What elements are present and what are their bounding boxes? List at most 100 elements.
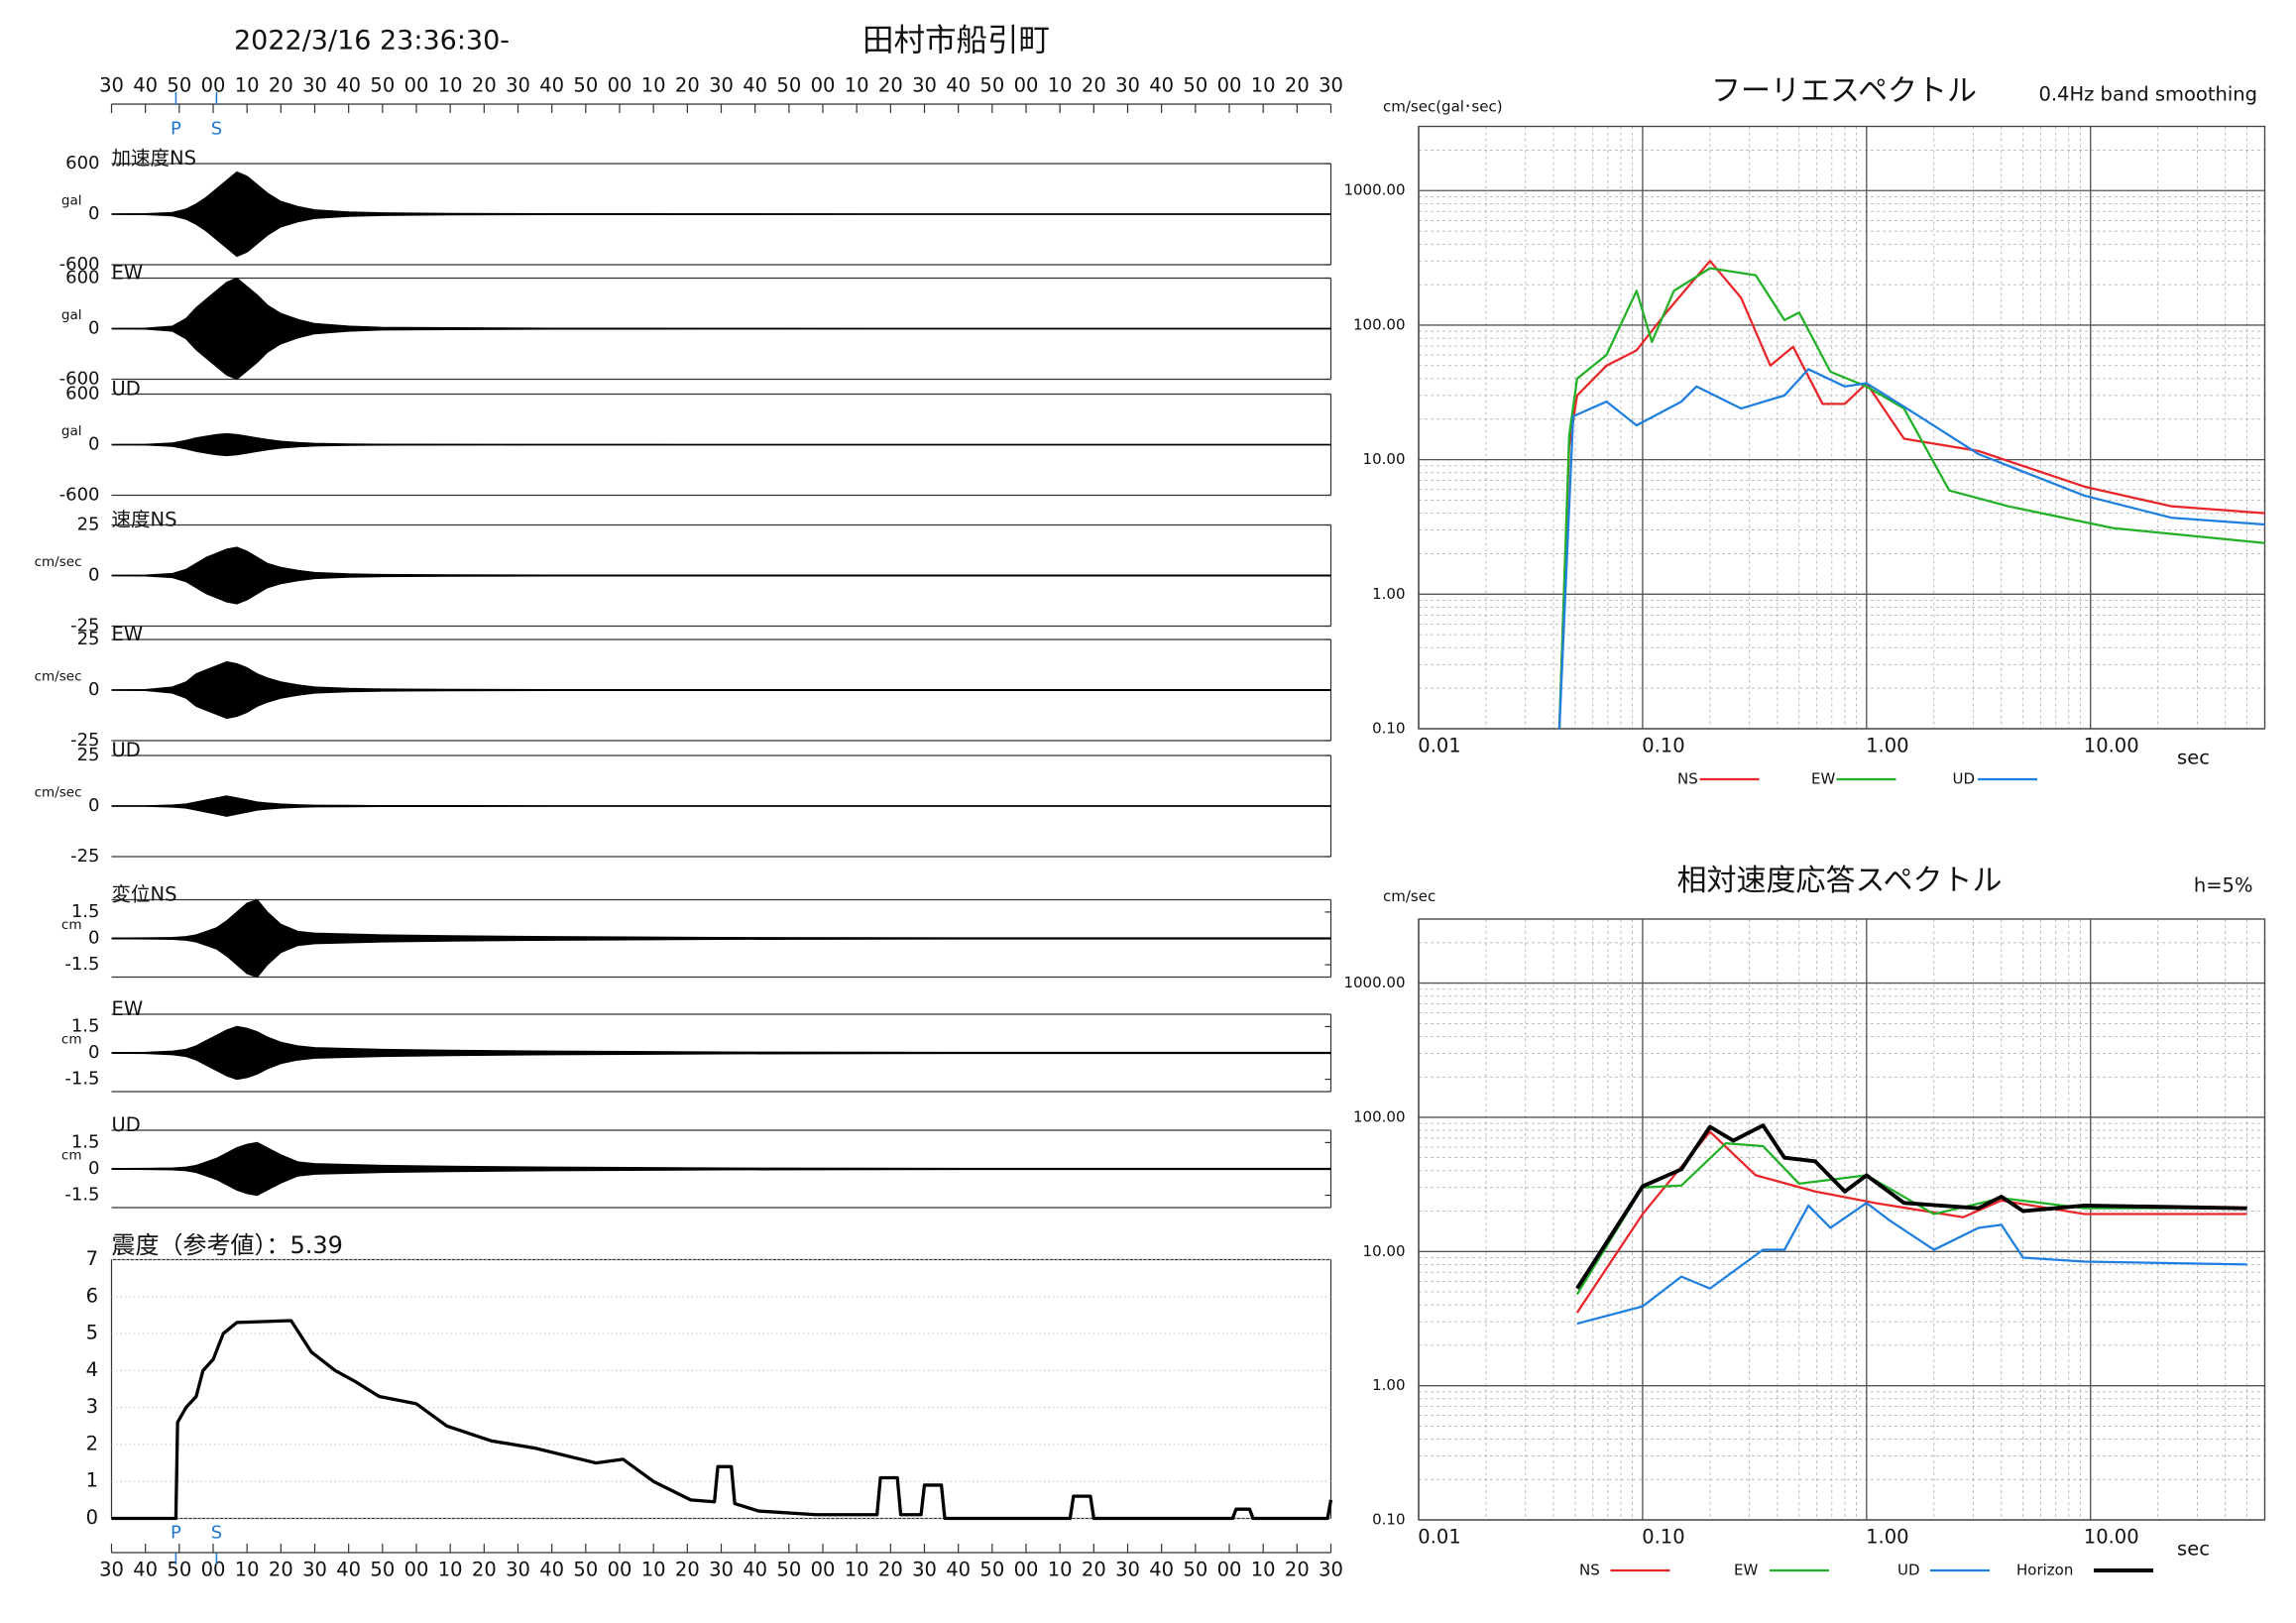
x-tick-label: 0.01 <box>1418 1526 1460 1549</box>
trace-unit: gal <box>61 193 82 209</box>
time-tick-label: 20 <box>1285 1559 1310 1581</box>
trace-unit: cm/sec <box>35 554 82 570</box>
time-tick-label: 10 <box>235 74 260 97</box>
time-tick-label: 30 <box>302 74 327 97</box>
time-tick-label: 00 <box>1014 74 1039 97</box>
time-tick-label: 50 <box>1183 1559 1207 1581</box>
time-tick-label: 10 <box>438 1559 463 1581</box>
waveform-lower <box>111 805 1331 817</box>
spectrum-line <box>1575 1130 2247 1314</box>
trace-label: 変位NS <box>112 883 177 906</box>
time-tick-label: 00 <box>608 1559 632 1581</box>
x-tick-label: 0.01 <box>1418 735 1460 757</box>
trace-label: EW <box>112 997 144 1020</box>
y-tick-label: 0 <box>88 203 99 224</box>
time-tick-label: 00 <box>1217 74 1242 97</box>
time-tick-label: 10 <box>1048 74 1073 97</box>
fourier-y-unit: cm/sec(gal･sec) <box>1383 98 1503 116</box>
y-tick-label: 25 <box>77 515 100 535</box>
phase-label: S <box>211 119 222 140</box>
time-tick-label: 00 <box>608 74 632 97</box>
y-tick-label: 1.5 <box>71 1015 100 1036</box>
waveform-lower <box>111 689 1331 720</box>
y-tick-label: 0 <box>88 1158 99 1179</box>
time-tick-label: 20 <box>472 74 497 97</box>
response-title: 相対速度応答スペクトル <box>1677 864 2003 898</box>
time-tick-label: 30 <box>912 74 937 97</box>
waveform-lower <box>111 1168 1331 1197</box>
trace-unit: gal <box>61 307 82 323</box>
time-tick-label: 10 <box>845 74 869 97</box>
time-tick-label: 50 <box>573 1559 598 1581</box>
trace-unit: cm <box>61 1148 82 1164</box>
time-tick-label: 50 <box>979 74 1004 97</box>
time-tick-label: 50 <box>167 74 191 97</box>
waveform-upper <box>111 1025 1331 1054</box>
y-tick-label: 600 <box>65 268 99 289</box>
y-tick-label: 0 <box>88 679 99 700</box>
intensity-line <box>111 1319 1333 1521</box>
y-tick-label: 10.00 <box>1363 1242 1406 1260</box>
time-tick-label: 20 <box>878 74 903 97</box>
x-tick-label: 10.00 <box>2084 735 2139 757</box>
time-tick-label: 50 <box>573 74 598 97</box>
y-tick-label: 100.00 <box>1353 315 1406 333</box>
y-tick-label: 1000.00 <box>1343 181 1405 199</box>
time-tick-label: 30 <box>1319 74 1343 97</box>
trace-label: 加速度NS <box>112 147 196 170</box>
time-tick-label: 00 <box>811 74 836 97</box>
time-tick-label: 10 <box>641 74 666 97</box>
time-tick-label: 40 <box>743 74 767 97</box>
time-tick-label: 50 <box>979 1559 1004 1581</box>
legend-label: NS <box>1677 770 1698 788</box>
time-tick-label: 10 <box>641 1559 666 1581</box>
time-tick-label: 30 <box>506 1559 530 1581</box>
spectrum-line <box>1576 1202 2247 1326</box>
time-tick-label: 30 <box>506 74 530 97</box>
time-tick-label: 50 <box>370 74 395 97</box>
x-tick-label: 10.00 <box>2084 1526 2139 1549</box>
trace-label: UD <box>112 1113 141 1136</box>
trace-unit: gal <box>61 423 82 439</box>
y-tick-label: -1.5 <box>64 1069 99 1090</box>
phase-label: S <box>211 1523 222 1544</box>
trace-unit: cm/sec <box>35 785 82 801</box>
y-tick-label: 0 <box>88 434 99 455</box>
trace-label: 速度NS <box>112 509 177 531</box>
time-tick-label: 00 <box>404 1559 429 1581</box>
phase-label: P <box>171 119 181 140</box>
y-tick-label: 0 <box>86 1506 98 1529</box>
y-tick-label: 1.5 <box>71 901 100 922</box>
fourier-note: 0.4Hz band smoothing <box>2038 83 2257 106</box>
legend-label: UD <box>1953 770 1976 788</box>
time-tick-label: 40 <box>539 1559 564 1581</box>
time-tick-label: 30 <box>709 74 734 97</box>
legend-label: Horizon <box>2016 1562 2073 1579</box>
y-tick-label: 600 <box>65 153 99 174</box>
waveform-upper <box>111 277 1331 329</box>
time-tick-label: 10 <box>1251 74 1276 97</box>
y-tick-label: -600 <box>59 254 100 275</box>
response-note: h=5% <box>2194 874 2253 897</box>
x-tick-label: 0.10 <box>1642 735 1684 757</box>
y-tick-label: 2 <box>86 1432 98 1454</box>
y-tick-label: 7 <box>86 1247 98 1270</box>
y-tick-label: 4 <box>86 1358 98 1381</box>
x-axis-label: sec <box>2177 747 2210 769</box>
time-tick-label: 20 <box>1285 74 1310 97</box>
time-tick-label: 10 <box>438 74 463 97</box>
trace-label: EW <box>112 262 144 285</box>
time-tick-label: 20 <box>1082 1559 1106 1581</box>
waveform-lower <box>111 443 1331 457</box>
y-tick-label: 10.00 <box>1363 450 1406 468</box>
intensity-title: 震度（参考値）：5.39 <box>112 1231 343 1259</box>
response-y-unit: cm/sec <box>1383 887 1435 905</box>
time-tick-label: 50 <box>167 1559 191 1581</box>
time-tick-label: 30 <box>1115 1559 1140 1581</box>
x-axis-label: sec <box>2177 1538 2210 1561</box>
time-tick-label: 30 <box>99 1559 124 1581</box>
y-tick-label: 0 <box>88 928 99 949</box>
time-tick-label: 40 <box>946 74 971 97</box>
x-tick-label: 1.00 <box>1866 735 1908 757</box>
y-tick-label: -25 <box>70 616 99 637</box>
